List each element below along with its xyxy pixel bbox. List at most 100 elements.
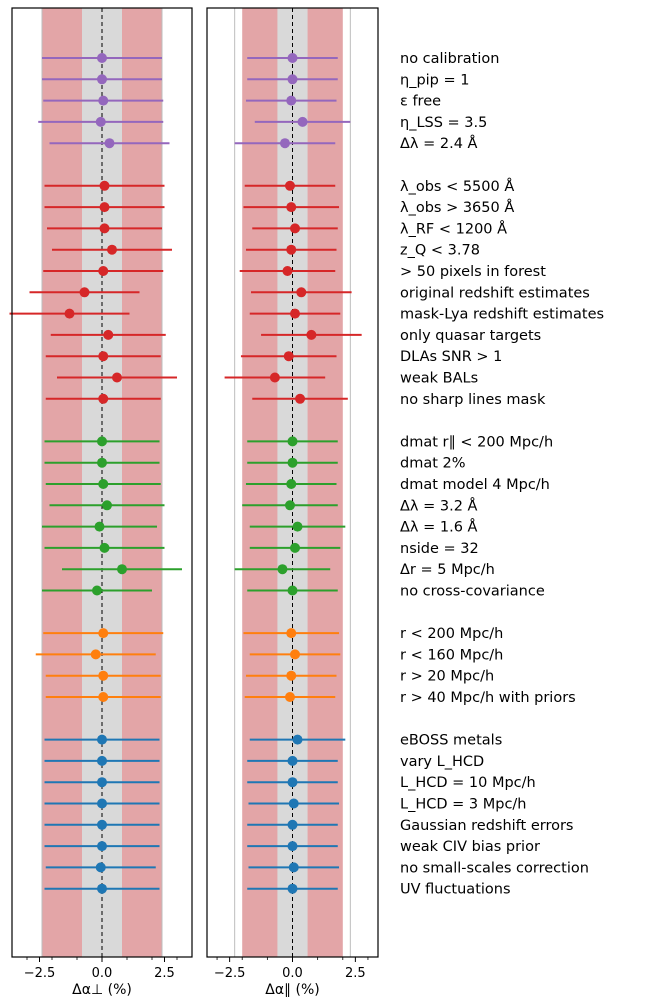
data-point (287, 819, 298, 830)
x-tick-label: 2.5 (345, 966, 366, 981)
row-label: η_pip = 1 (400, 72, 469, 88)
data-point (98, 95, 109, 106)
data-point (286, 479, 297, 489)
row-label: Gaussian redshift errors (400, 818, 573, 834)
row-labels: no calibration η_pip = 1 ε free η_LSS = 3.5… (400, 51, 604, 898)
data-point (97, 734, 107, 745)
row-label: vary L_HCD (400, 754, 484, 770)
row-label: Δr = 5 Mpc/h (400, 562, 495, 578)
x-tick-label: −2.5 (214, 966, 246, 981)
row-label: r > 40 Mpc/h with priors (400, 690, 576, 706)
row-label: dmat r∥ < 200 Mpc/h (400, 434, 553, 450)
data-point (95, 116, 106, 127)
row-label: only quasar targets (400, 328, 541, 344)
data-point (112, 372, 122, 383)
data-point (288, 798, 299, 809)
row-label: λ_obs < 5500 Å (400, 178, 514, 195)
data-point (287, 436, 298, 447)
row-label: L_HCD = 10 Mpc/h (400, 775, 536, 791)
data-point (284, 180, 295, 191)
data-point (97, 53, 107, 63)
data-point (97, 74, 107, 85)
data-point (98, 266, 109, 276)
row-label: η_LSS = 3.5 (400, 115, 487, 131)
x-axis-label: Δα⊥ (%) (72, 982, 132, 998)
row-label: ε free (400, 94, 441, 110)
data-point (98, 393, 109, 404)
row-label: z_Q < 3.78 (400, 243, 480, 259)
data-point (117, 564, 127, 575)
data-point (97, 436, 107, 447)
data-point (297, 116, 308, 127)
data-point (98, 670, 109, 681)
data-point (99, 180, 110, 191)
data-point (286, 244, 297, 255)
data-point (284, 692, 295, 702)
data-point (277, 564, 288, 575)
row-label: Δλ = 2.4 Å (400, 135, 478, 152)
data-point (107, 244, 117, 255)
row-label: no sharp lines mask (400, 392, 546, 408)
data-point (286, 202, 297, 213)
data-point (98, 692, 109, 702)
row-label: no small-scales correction (400, 860, 589, 876)
data-point (288, 862, 299, 873)
data-point (306, 329, 317, 340)
data-point (286, 670, 297, 681)
data-point (99, 542, 110, 553)
data-point (284, 500, 295, 511)
data-point (287, 457, 298, 468)
data-point (97, 798, 107, 809)
data-point (287, 53, 298, 63)
row-label: original redshift estimates (400, 285, 590, 301)
data-point (282, 266, 293, 276)
row-label: UV fluctuations (400, 882, 511, 898)
row-label: nside = 32 (400, 541, 479, 557)
data-point (290, 223, 301, 234)
x-tick-label: −2.5 (24, 966, 56, 981)
row-label: no calibration (400, 51, 499, 67)
data-point (98, 479, 109, 489)
x-axis-label: Δα∥ (%) (265, 982, 319, 998)
row-label: eBOSS metals (400, 733, 502, 749)
data-point (283, 351, 294, 362)
data-point (97, 777, 107, 788)
data-point (104, 138, 115, 149)
row-label: L_HCD = 3 Mpc/h (400, 797, 527, 813)
x-tick-label: 2.5 (154, 966, 175, 981)
data-point (287, 841, 298, 852)
data-point (292, 734, 303, 745)
data-point (290, 542, 301, 553)
row-label: λ_obs > 3650 Å (400, 199, 514, 216)
data-point (279, 138, 290, 149)
data-point (287, 777, 298, 788)
row-label: no cross-covariance (400, 584, 545, 600)
row-label: DLAs SNR > 1 (400, 349, 502, 365)
row-label: mask-Lya redshift estimates (400, 307, 604, 323)
data-point (287, 755, 298, 766)
data-point (269, 372, 280, 383)
data-point (296, 287, 307, 298)
data-point (90, 649, 101, 660)
row-label: r < 200 Mpc/h (400, 626, 503, 642)
row-label: Δλ = 3.2 Å (400, 497, 478, 514)
data-point (99, 202, 110, 213)
data-point (290, 649, 301, 660)
data-point (79, 287, 90, 298)
x-tick-label: 0.0 (282, 966, 303, 981)
data-point (286, 628, 297, 639)
data-point (97, 457, 107, 468)
data-point (92, 585, 102, 596)
data-point (287, 883, 298, 894)
data-point (98, 628, 109, 639)
data-point (295, 393, 306, 404)
data-point (286, 95, 297, 106)
row-label: Δλ = 1.6 Å (400, 519, 478, 536)
row-label: dmat 2% (400, 456, 466, 472)
row-label: weak CIV bias prior (400, 839, 540, 855)
panel-alpha-perp: −2.5 0.0 2.5 Δα⊥ (%) (9, 7, 193, 998)
row-label: λ_RF < 1200 Å (400, 220, 507, 237)
row-label: weak BALs (400, 371, 478, 387)
data-point (94, 521, 105, 532)
